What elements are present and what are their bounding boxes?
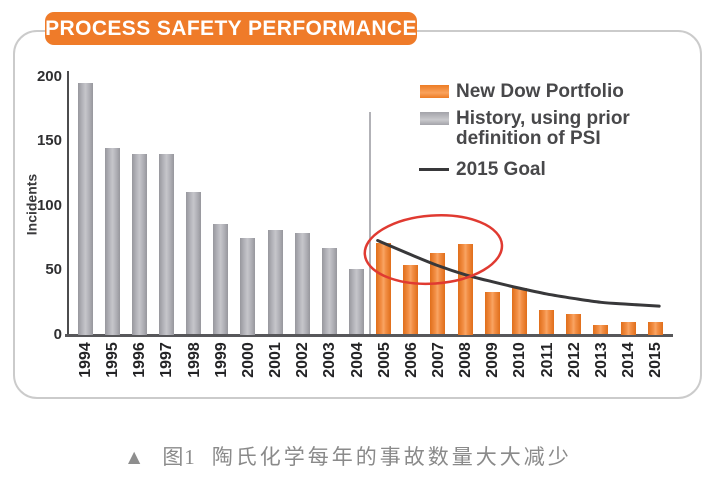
figure-caption: ▲ 图1 陶氏化学每年的事故数量大大减少 [128,441,572,471]
caption-figure-label: 图1 [162,445,196,469]
y-tick-label-150: 150 [36,132,62,150]
legend-swatch-new-dow [420,85,449,98]
bar-2011 [539,310,555,335]
bar-2007 [430,253,446,335]
bar-1994 [77,83,93,335]
legend-swatch-history [420,112,449,125]
bar-2000 [240,237,256,335]
x-tick-label-2001: 2001 [267,342,285,378]
x-tick-label-2003: 2003 [321,342,339,378]
bar-2012 [566,313,582,335]
x-tick-label-2002: 2002 [294,342,312,378]
x-tick-label-2007: 2007 [429,342,447,378]
bar-1998 [186,191,202,335]
bar-1996 [131,154,147,335]
x-tick-label-2008: 2008 [457,342,475,378]
caption-triangle-icon: ▲ [128,446,141,466]
legend-label-history-line1: History, using prior [456,108,630,129]
x-tick-label-2011: 2011 [538,342,556,378]
bar-2004 [349,268,364,335]
chart-title-badge: PROCESS SAFETY PERFORMANCE [45,12,417,45]
bar-2003 [321,248,337,335]
bar-2014 [620,321,636,335]
x-tick-label-2015: 2015 [647,342,665,378]
y-tick-label-0: 0 [53,325,62,343]
x-axis-line [65,334,673,337]
x-tick-label-1999: 1999 [212,342,230,378]
bar-1999 [213,223,229,335]
bar-2006 [403,264,419,335]
x-tick-label-2010: 2010 [511,342,529,378]
x-tick-label-1994: 1994 [77,342,94,378]
bar-1995 [104,147,120,335]
x-tick-label-2000: 2000 [239,342,257,378]
y-tick-label-50: 50 [45,261,62,279]
legend-swatch-goal-line [419,168,449,171]
bar-2009 [484,292,500,335]
x-tick-label-2012: 2012 [565,342,583,378]
x-tick-label-1998: 1998 [185,342,203,378]
x-tick-label-2006: 2006 [402,342,420,378]
x-tick-label-2014: 2014 [620,342,637,378]
x-tick-label-1996: 1996 [131,342,149,378]
x-tick-label-1995: 1995 [104,342,122,378]
legend-label-history: History, using prior definition of PSI [456,109,630,148]
bar-2008 [457,244,473,335]
bar-2015 [647,321,663,335]
chart-frame [13,30,702,399]
legend-label-new-dow: New Dow Portfolio [456,81,624,102]
x-tick-label-2005: 2005 [375,342,393,378]
x-tick-label-1997: 1997 [158,342,176,378]
x-tick-label-2009: 2009 [484,342,502,378]
x-tick-label-2004: 2004 [348,342,366,378]
chart-title: PROCESS SAFETY PERFORMANCE [45,16,417,40]
x-tick-label-2013: 2013 [592,342,610,378]
y-axis-line [67,71,69,337]
bar-2013 [593,325,609,335]
legend-label-goal: 2015 Goal [456,159,546,180]
bar-1997 [158,154,174,335]
bar-2005 [376,243,392,335]
bar-2002 [294,232,310,335]
caption-text: 陶氏化学每年的事故数量大大减少 [211,445,572,469]
history-portfolio-divider-line [369,112,371,334]
legend-label-history-line2: definition of PSI [456,127,601,149]
bar-2001 [267,230,283,335]
y-tick-label-200: 200 [36,68,62,85]
bar-2010 [511,288,527,335]
y-tick-label-100: 100 [36,196,62,214]
